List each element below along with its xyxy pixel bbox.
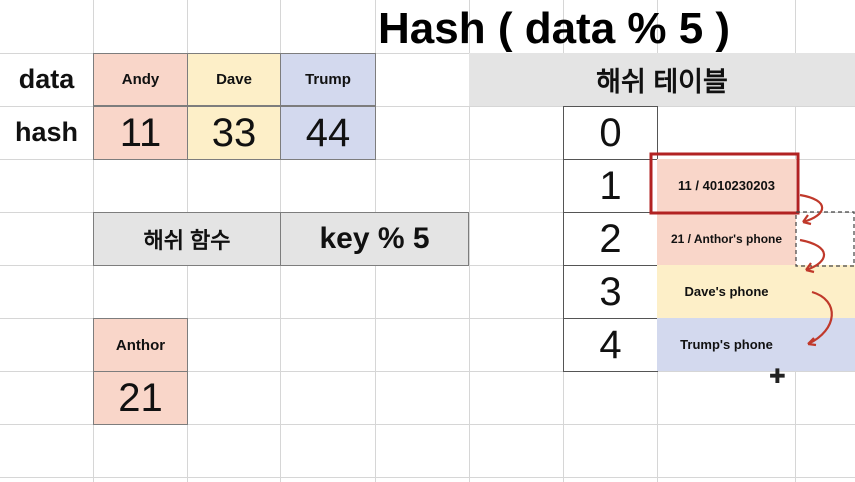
data-cell-andy[interactable]: Andy <box>93 53 188 106</box>
overflow-cell-cream <box>796 265 855 318</box>
highlight-box <box>649 152 800 215</box>
data-row-label: data <box>18 64 75 94</box>
bucket-index-4[interactable]: 4 <box>563 318 658 372</box>
overflow-cell-blue <box>796 318 855 371</box>
arrow-1-to-2 <box>799 193 824 224</box>
hash-function-formula[interactable]: key % 5 <box>280 212 469 266</box>
bucket-entry-2[interactable]: 21 / Anthor's phone <box>657 212 796 265</box>
bucket-entry-4[interactable]: Trump's phone <box>657 318 796 371</box>
data-cell-anthor[interactable]: Anthor <box>93 318 188 372</box>
bucket-index-1[interactable]: 1 <box>563 159 658 213</box>
bucket-index-0[interactable]: 0 <box>563 106 658 160</box>
selection-dashed-box <box>795 211 855 267</box>
hash-cell-andy[interactable]: 11 <box>93 106 188 160</box>
hash-cell-anthor[interactable]: 21 <box>93 371 188 425</box>
arrow-2-head <box>805 262 815 274</box>
crosshair-cursor-icon: ✚ <box>769 366 786 388</box>
hash-row-label: hash <box>14 117 79 147</box>
arrow-3-head <box>807 337 817 347</box>
data-cell-trump[interactable]: Trump <box>280 53 376 106</box>
bucket-index-3[interactable]: 3 <box>563 265 658 319</box>
bucket-entry-3[interactable]: Dave's phone <box>657 265 796 318</box>
arrow-3-to-4 <box>807 290 833 345</box>
data-cell-dave[interactable]: Dave <box>187 53 281 106</box>
arrow-2-to-3 <box>799 238 826 272</box>
page-title: Hash ( data % 5 ) <box>378 4 731 53</box>
hash-cell-dave[interactable]: 33 <box>187 106 281 160</box>
hash-table-header: 해쉬 테이블 <box>469 53 855 106</box>
hash-function-label[interactable]: 해쉬 함수 <box>93 212 281 266</box>
bucket-entry-1[interactable]: 11 / 4010230203 <box>657 159 796 212</box>
hash-cell-trump[interactable]: 44 <box>280 106 376 160</box>
arrow-1-head <box>802 214 812 226</box>
